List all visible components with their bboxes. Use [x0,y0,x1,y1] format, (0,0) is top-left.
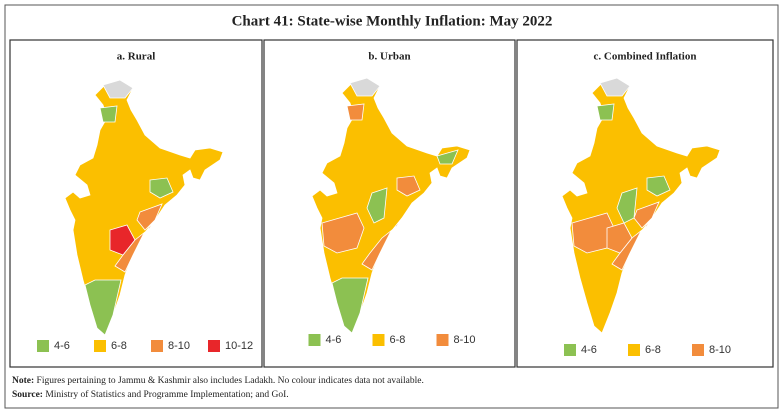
map [311,77,471,334]
region [346,103,365,121]
region [361,217,403,271]
legend-label: 8-10 [709,344,731,356]
region [331,277,369,334]
legend-swatch [208,340,220,352]
legend-swatch [308,334,321,346]
panel-frame [9,39,263,368]
legend-label: 8-10 [454,334,476,346]
source-text: Ministry of Statistics and Programme Imp… [45,389,288,400]
region [606,222,633,254]
legend-swatch [37,340,49,352]
legend-swatch [692,344,704,356]
source-label: Source: [12,390,43,400]
source: Source: Ministry of Statistics and Progr… [12,389,289,400]
legend-swatch [94,340,106,352]
panel-title: c. Combined Inflation [594,51,697,63]
country-outline [64,79,224,336]
legend-label: 8-10 [168,340,190,352]
legend-label: 10-12 [225,340,253,352]
legend: 4-6 6-8 8-10 10-12 [37,340,253,352]
legend-label: 4-6 [54,340,70,352]
region [136,203,163,231]
region [321,212,365,254]
legend-label: 6-8 [645,344,661,356]
panel-frame [263,39,516,368]
region [616,187,638,224]
region [611,217,653,271]
legend-swatch [564,344,576,356]
map [561,77,721,334]
region [349,77,381,97]
region [84,279,122,336]
panel-title: a. Rural [117,51,156,63]
region [366,187,388,224]
panel-title: b. Urban [368,51,410,63]
region [114,219,156,273]
legend-label: 6-8 [390,334,406,346]
region [149,177,174,199]
country-outline [561,77,721,334]
legend-label: 4-6 [326,334,342,346]
legend-swatch [628,344,640,356]
legend-label: 6-8 [111,340,127,352]
region [396,175,421,197]
region [99,105,118,123]
legend-swatch [372,334,385,346]
region [436,149,459,165]
note-text: Figures pertaining to Jammu & Kashmir al… [37,376,424,386]
region [102,79,134,99]
legend: 4-6 6-8 8-10 [564,344,731,356]
note-label: Note: [12,376,34,386]
legend-swatch [436,334,449,346]
country-outline [311,77,471,334]
legend-swatch [151,340,163,352]
region [599,77,631,97]
region [646,175,671,197]
legend: 4-6 6-8 8-10 [308,334,476,346]
note: Note: Figures pertaining to Jammu & Kash… [12,376,424,386]
map [64,79,224,336]
legend-label: 4-6 [581,344,597,356]
panel-frame [516,39,774,368]
region [633,201,660,229]
title: Chart 41: State-wise Monthly Inflation: … [232,13,553,29]
region [596,103,615,121]
